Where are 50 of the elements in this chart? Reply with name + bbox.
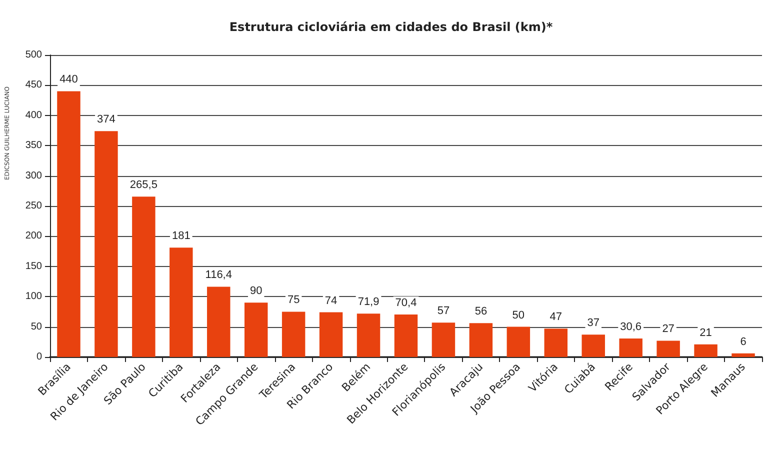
y-tick-label: 400 xyxy=(25,110,42,121)
data-label: 37 xyxy=(587,317,600,330)
bar xyxy=(356,314,380,357)
bar xyxy=(282,312,306,357)
bar xyxy=(170,248,193,357)
bar xyxy=(207,286,230,357)
data-label: 30,6 xyxy=(620,321,642,334)
data-label: 71,9 xyxy=(358,296,380,308)
bar xyxy=(94,131,118,357)
data-label: 57 xyxy=(437,305,450,318)
y-tick-label: 100 xyxy=(25,291,42,302)
data-label: 50 xyxy=(512,309,525,322)
data-label: 75 xyxy=(287,294,300,306)
data-label: 47 xyxy=(550,311,562,324)
data-label: 440 xyxy=(60,74,78,86)
bar xyxy=(619,338,642,357)
bar xyxy=(394,314,418,357)
data-label: 21 xyxy=(700,326,712,339)
bar xyxy=(582,334,605,357)
y-tick-label: 150 xyxy=(25,260,42,272)
y-tick-label: 200 xyxy=(25,230,42,242)
data-label: 56 xyxy=(474,306,488,318)
bar xyxy=(319,312,343,357)
bar xyxy=(544,328,568,357)
chart-title: Estrutura cicloviária em cidades do Brasil (km)* xyxy=(229,20,554,34)
bar xyxy=(694,344,718,357)
bar xyxy=(469,323,493,357)
data-label: 90 xyxy=(250,285,262,298)
bar xyxy=(244,302,268,357)
bar xyxy=(432,322,456,357)
data-label: 181 xyxy=(172,230,190,242)
data-label: 116,4 xyxy=(205,269,232,282)
bar xyxy=(506,326,530,357)
bar xyxy=(656,340,680,357)
data-label: 265,5 xyxy=(130,179,158,192)
bar xyxy=(57,91,80,357)
y-tick-label: 350 xyxy=(25,140,42,152)
bar xyxy=(132,196,156,357)
data-label: 6 xyxy=(740,336,746,348)
data-label: 374 xyxy=(97,114,116,126)
data-label: 27 xyxy=(662,323,674,336)
y-tick-label: 0 xyxy=(36,352,42,362)
y-tick-label: 450 xyxy=(25,80,42,91)
data-label: 74 xyxy=(324,294,338,307)
y-tick-label: 500 xyxy=(25,50,42,60)
y-tick-label: 250 xyxy=(25,200,42,212)
bar xyxy=(732,353,755,357)
y-tick-label: 50 xyxy=(30,321,42,332)
data-label: 70,4 xyxy=(395,296,417,309)
y-tick-label: 300 xyxy=(25,170,42,182)
